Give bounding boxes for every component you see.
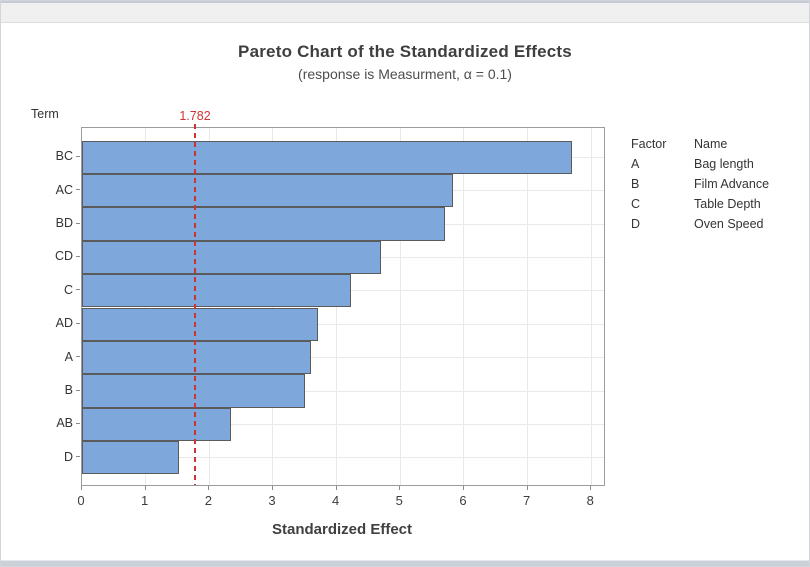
x-tick (81, 486, 82, 490)
y-tick (76, 322, 80, 324)
y-tick (76, 289, 80, 291)
chart-title: Pareto Chart of the Standardized Effects (238, 42, 572, 61)
legend-factor: B (631, 177, 640, 191)
legend-header-name: Name (694, 137, 728, 151)
x-tick (271, 486, 273, 490)
x-tick-label: 1 (141, 493, 149, 508)
x-tick-label: 3 (268, 493, 276, 508)
reference-line (194, 124, 197, 485)
legend-factor: A (631, 157, 640, 171)
legend-factor-name: Film Advance (694, 177, 770, 191)
term-label-AD: AD (55, 316, 73, 331)
x-tick-label: 0 (77, 493, 85, 508)
term-label-B: B (64, 383, 73, 397)
x-tick-label: 7 (522, 493, 531, 508)
bar-AC[interactable] (82, 173, 454, 208)
term-label-BD: BD (55, 216, 73, 230)
x-tick-label: 6 (459, 493, 467, 508)
x-tick-label: 4 (332, 493, 340, 508)
y-tick (76, 222, 80, 224)
legend-factor-name: Bag length (694, 157, 754, 171)
x-tick (462, 486, 464, 490)
legend-header-factor: Factor (631, 137, 667, 151)
term-label-A: A (64, 349, 73, 364)
vertical-gridline (527, 128, 529, 485)
x-tick-label: 8 (586, 493, 594, 508)
reference-line-label: 1.782 (179, 109, 211, 123)
vertical-gridline (399, 128, 401, 485)
term-label-AC: AC (55, 182, 73, 197)
legend-factor-name: Oven Speed (694, 217, 764, 231)
x-tick (526, 486, 528, 490)
y-tick (76, 155, 80, 157)
y-axis-title: Term (31, 107, 59, 121)
horizontal-gridline (82, 423, 604, 425)
legend-factor: D (631, 217, 641, 231)
window-bottom-edge (1, 560, 809, 566)
bar-BD[interactable] (82, 207, 445, 241)
horizontal-gridline (82, 457, 604, 459)
y-tick (76, 356, 80, 358)
x-axis-title: Standardized Effect (271, 521, 413, 538)
horizontal-gridline (82, 390, 604, 392)
vertical-gridline (590, 128, 592, 485)
y-tick (76, 189, 80, 191)
bar-CD[interactable] (82, 240, 382, 275)
y-tick (76, 389, 80, 391)
bar-D[interactable] (82, 441, 179, 475)
bar-AD[interactable] (82, 307, 319, 341)
term-label-D: D (63, 449, 73, 464)
y-tick (76, 255, 80, 257)
legend-table: Factor Name A Bag length B Film Advance C Table… (631, 137, 769, 237)
legend: Factor Name A Bag length B Film Advance C Table… (631, 137, 769, 237)
x-tick-label: 5 (395, 493, 403, 508)
legend-factor: C (631, 197, 641, 211)
legend-row: D Oven Speed (631, 217, 769, 237)
x-tick (590, 486, 592, 490)
term-label-AB: AB (56, 416, 73, 431)
legend-row: B Film Advance (631, 177, 769, 197)
bar-A[interactable] (82, 340, 312, 375)
x-tick (208, 486, 210, 490)
x-tick (335, 486, 337, 490)
vertical-gridline (463, 128, 465, 485)
term-label-C: C (63, 282, 73, 297)
bar-B[interactable] (82, 374, 306, 408)
term-label-CD: CD (54, 249, 73, 264)
horizontal-gridline (82, 357, 604, 359)
window-titlebar[interactable] (1, 1, 809, 23)
legend-row: Factor Name (631, 137, 769, 157)
y-tick (76, 422, 80, 424)
legend-row: C Table Depth (631, 197, 769, 217)
y-tick (76, 456, 80, 458)
x-tick-label: 2 (204, 493, 212, 508)
horizontal-gridline (82, 323, 604, 325)
legend-row: A Bag length (631, 157, 769, 177)
bar-BC[interactable] (82, 140, 573, 174)
legend-factor-name: Table Depth (694, 197, 761, 211)
plot-area (81, 124, 605, 486)
chart-subtitle: (response is Measurment, α = 0.1) (298, 66, 512, 82)
bar-C[interactable] (82, 274, 351, 308)
bar-AB[interactable] (82, 407, 231, 442)
term-label-BC: BC (55, 149, 73, 164)
x-tick (399, 486, 401, 490)
x-tick (144, 486, 146, 490)
